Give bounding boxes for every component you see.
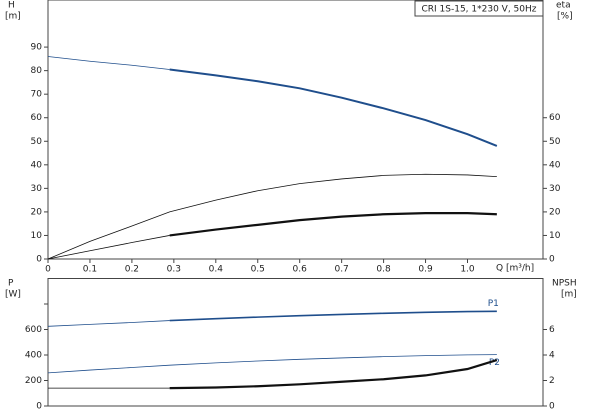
curve xyxy=(169,310,497,322)
y-tick-label: 200 xyxy=(25,376,42,386)
y2-tick-label: 50 xyxy=(549,137,561,147)
y-tick-label: 90 xyxy=(31,43,43,53)
curve xyxy=(47,320,170,327)
y2-tick-label: 4 xyxy=(549,351,555,361)
y-tick-label: 30 xyxy=(31,184,43,194)
curve xyxy=(47,235,170,260)
y-tick-label: 50 xyxy=(31,137,43,147)
y2-label: NPSH xyxy=(552,279,577,289)
y-tick-label: 400 xyxy=(25,351,42,361)
x-label: Q [m³/h] xyxy=(496,264,534,274)
y2-tick-label: 20 xyxy=(549,207,561,217)
y2-tick-label: 60 xyxy=(549,113,561,123)
curve xyxy=(169,68,498,147)
y-tick-label: 40 xyxy=(31,160,43,170)
curve xyxy=(47,354,497,374)
x-tick-label: 0.4 xyxy=(209,265,224,275)
y-tick-label: 10 xyxy=(31,231,43,241)
x-tick-label: 0.5 xyxy=(251,265,265,275)
y2-unit: [m] xyxy=(561,290,577,300)
y2-tick-label: 40 xyxy=(549,160,561,170)
plot-frame xyxy=(47,0,544,260)
x-tick-label: 0.7 xyxy=(334,265,348,275)
caption: CRI 1S-15, 1*230 V, 50Hz xyxy=(421,5,536,15)
x-tick-label: 0.2 xyxy=(125,265,139,275)
y-tick-label: 60 xyxy=(31,113,43,123)
y2-label: eta xyxy=(556,1,571,11)
curve xyxy=(169,211,497,237)
x-tick-label: 0.6 xyxy=(293,265,308,275)
y-tick-label: 0 xyxy=(36,402,42,412)
curve xyxy=(47,173,497,260)
y2-unit: [%] xyxy=(557,12,573,22)
plot-frame xyxy=(47,278,544,407)
x-tick-label: 1.0 xyxy=(460,265,475,275)
curve xyxy=(169,359,498,390)
x-tick-label: 0.1 xyxy=(83,265,97,275)
y2-tick-label: 0 xyxy=(549,402,555,412)
y-label: H xyxy=(8,1,15,11)
y-tick-label: 70 xyxy=(31,90,43,100)
series-label: P2 xyxy=(489,358,500,368)
y-label: P xyxy=(8,279,14,289)
y-tick-label: 20 xyxy=(31,207,43,217)
y2-tick-label: 0 xyxy=(549,255,555,265)
series-label: P1 xyxy=(488,299,499,309)
y-unit: [W] xyxy=(5,290,21,300)
y-unit: [m] xyxy=(5,12,21,22)
x-tick-label: 0 xyxy=(45,265,51,275)
x-tick-label: 0.9 xyxy=(418,265,433,275)
y2-tick-label: 30 xyxy=(549,184,561,194)
y2-tick-label: 6 xyxy=(549,325,555,335)
y-tick-label: 600 xyxy=(25,325,42,335)
y-tick-label: 80 xyxy=(31,66,43,76)
y2-tick-label: 2 xyxy=(549,376,555,386)
x-tick-label: 0.8 xyxy=(376,265,391,275)
y2-tick-label: 10 xyxy=(549,231,561,241)
curve xyxy=(47,56,170,70)
y-tick-label: 0 xyxy=(36,255,42,265)
x-tick-label: 0.3 xyxy=(167,265,181,275)
